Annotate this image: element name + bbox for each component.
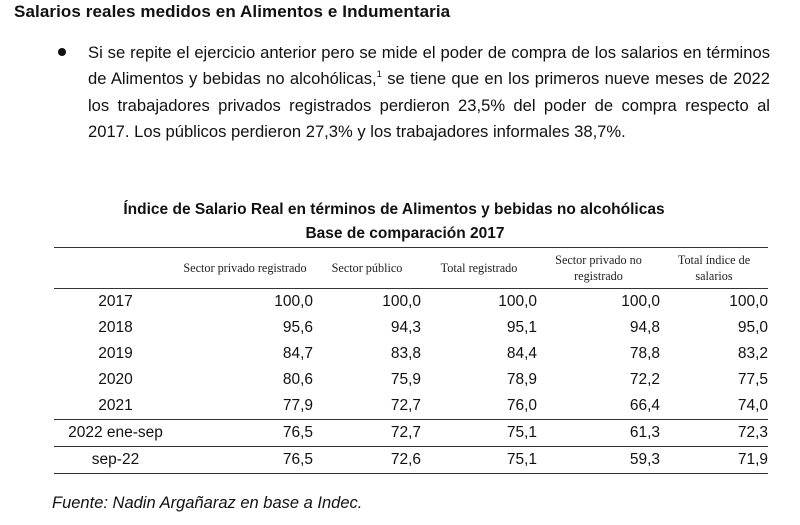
- table-cell: 78,9: [506, 371, 537, 388]
- table-cell: 77,9: [282, 397, 313, 414]
- table-cell: 76,5: [282, 424, 313, 441]
- table-cell: 80,6: [282, 371, 313, 388]
- bullet-text-part-2: se tiene que en los primeros nueve meses…: [88, 69, 770, 141]
- bullet-text: Si se repite el ejercicio anterior pero …: [88, 40, 770, 145]
- table-cell: 72,7: [390, 397, 421, 414]
- table-row: 2022 ene-sep 76,5 72,7 75,1 61,3 72,3: [54, 419, 768, 447]
- bullet-paragraph: Si se repite el ejercicio anterior pero …: [58, 40, 770, 145]
- table-cell: 77,5: [737, 371, 768, 388]
- table-header-row: Sector privado registrado Sector público…: [54, 247, 768, 289]
- table-cell: 75,1: [506, 424, 537, 441]
- column-header-year: [54, 248, 177, 289]
- table-cell: 59,3: [629, 451, 660, 468]
- column-header-private-unregistered: Sector privado no registrado: [555, 253, 642, 283]
- table-cell: 84,4: [506, 345, 537, 362]
- table-cell: 83,2: [737, 345, 768, 362]
- table-cell: 100,0: [621, 293, 660, 310]
- table-cell: 100,0: [729, 293, 768, 310]
- bullet-icon: [58, 48, 66, 56]
- table-cell: 76,0: [506, 397, 537, 414]
- table-cell: 95,1: [506, 319, 537, 336]
- table-cell: 95,0: [737, 319, 768, 336]
- salary-index-table: Sector privado registrado Sector público…: [54, 247, 768, 474]
- table-cell: 100,0: [274, 293, 313, 310]
- row-label: sep-22: [91, 451, 140, 468]
- table-cell: 61,3: [629, 424, 660, 441]
- table-cell: 100,0: [382, 293, 421, 310]
- table-row: 2017 100,0 100,0 100,0 100,0 100,0: [54, 289, 768, 316]
- source-note: Fuente: Nadin Argañaraz en base a Indec.: [52, 494, 363, 512]
- table-cell: 78,8: [629, 345, 660, 362]
- table-cell: 83,8: [390, 345, 421, 362]
- table-cell: 95,6: [282, 319, 313, 336]
- table-row: sep-22 76,5 72,6 75,1 59,3 71,9: [54, 446, 768, 474]
- table-cell: 84,7: [282, 345, 313, 362]
- column-header-private-registered: Sector privado registrado: [183, 261, 307, 275]
- row-label: 2021: [98, 397, 133, 414]
- row-label: 2019: [98, 345, 133, 362]
- table-row: 2021 77,9 72,7 76,0 66,4 74,0: [54, 393, 768, 420]
- table-cell: 75,9: [390, 371, 421, 388]
- table-row: 2019 84,7 83,8 84,4 78,8 83,2: [54, 341, 768, 367]
- table-row: 2020 80,6 75,9 78,9 72,2 77,5: [54, 367, 768, 393]
- row-label: 2020: [98, 371, 133, 388]
- column-header-public: Sector público: [331, 261, 403, 275]
- table-row: 2018 95,6 94,3 95,1 94,8 95,0: [54, 315, 768, 341]
- table-cell: 72,7: [390, 424, 421, 441]
- table-cell: 72,3: [737, 424, 768, 441]
- table-cell: 66,4: [629, 397, 660, 414]
- table-cell: 74,0: [737, 397, 768, 414]
- table-cell: 94,8: [629, 319, 660, 336]
- table-subtitle: Base de comparación 2017: [305, 225, 505, 242]
- table-cell: 94,3: [390, 319, 421, 336]
- row-label: 2018: [98, 319, 133, 336]
- table-cell: 100,0: [498, 293, 537, 310]
- table-cell: 72,6: [390, 451, 421, 468]
- table-cell: 75,1: [506, 451, 537, 468]
- footnote-ref[interactable]: 1: [376, 69, 382, 81]
- row-label: 2022 ene-sep: [68, 424, 163, 441]
- table-title: Índice de Salario Real en términos de Al…: [123, 201, 665, 218]
- section-heading: Salarios reales medidos en Alimentos e I…: [14, 2, 451, 21]
- table-cell: 71,9: [737, 451, 768, 468]
- table-cell: 76,5: [282, 451, 313, 468]
- row-label: 2017: [98, 293, 133, 310]
- table-cell: 72,2: [629, 371, 660, 388]
- bullet-text-part-1: Si se repite el ejercicio anterior pero …: [88, 43, 770, 89]
- column-header-total-registered: Total registrado: [440, 261, 518, 275]
- column-header-total-index: Total índice de salarios: [677, 253, 751, 283]
